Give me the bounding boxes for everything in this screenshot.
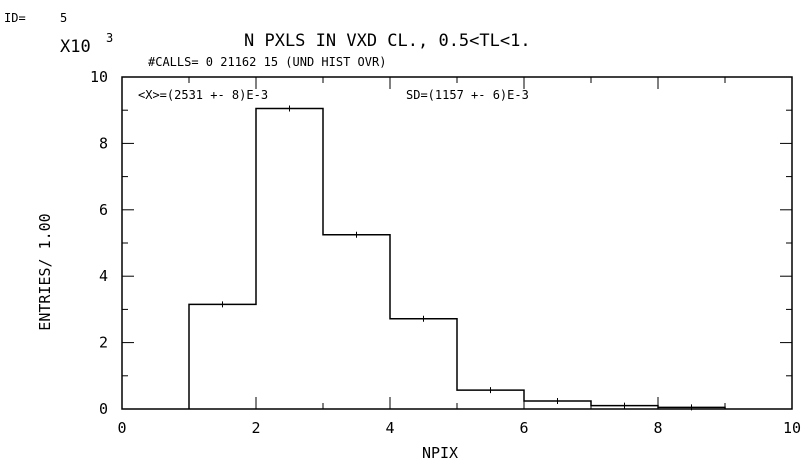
x-tick-label: 8 bbox=[653, 419, 662, 437]
scale-exponent: 3 bbox=[106, 31, 113, 45]
axis-ticks bbox=[121, 76, 793, 410]
histogram-bars bbox=[188, 105, 726, 411]
y-tick-label: 4 bbox=[99, 267, 108, 285]
calls-line: #CALLS= 0 21162 15 (UND HIST OVR) bbox=[148, 55, 386, 69]
x-tick-label: 4 bbox=[385, 419, 394, 437]
x-axis-label: NPIX bbox=[422, 444, 458, 462]
histogram-outline bbox=[188, 107, 726, 409]
chart-title: N PXLS IN VXD CL., 0.5<TL<1. bbox=[244, 31, 531, 51]
id-value: 5 bbox=[60, 11, 67, 25]
y-tick-label: 2 bbox=[99, 334, 108, 352]
scale-base: X10 bbox=[60, 37, 91, 57]
x-tick-label: 0 bbox=[117, 419, 126, 437]
x-tick-label: 2 bbox=[251, 419, 260, 437]
x-tick-label: 6 bbox=[519, 419, 528, 437]
x-tick-label: 10 bbox=[783, 419, 801, 437]
y-tick-label: 8 bbox=[99, 134, 108, 152]
y-tick-label: 0 bbox=[99, 400, 108, 418]
y-axis-label: ENTRIES/ 1.00 bbox=[36, 213, 54, 330]
y-tick-label: 6 bbox=[99, 201, 108, 219]
tick-labels: 0 2 4 6 8 10 0 2 4 6 8 10 bbox=[90, 68, 801, 437]
stats-sd: SD=(1157 +- 6)E-3 bbox=[406, 88, 529, 102]
stats-mean: <X>=(2531 +- 8)E-3 bbox=[138, 88, 268, 102]
id-label: ID= bbox=[4, 11, 26, 25]
y-tick-label: 10 bbox=[90, 68, 108, 86]
